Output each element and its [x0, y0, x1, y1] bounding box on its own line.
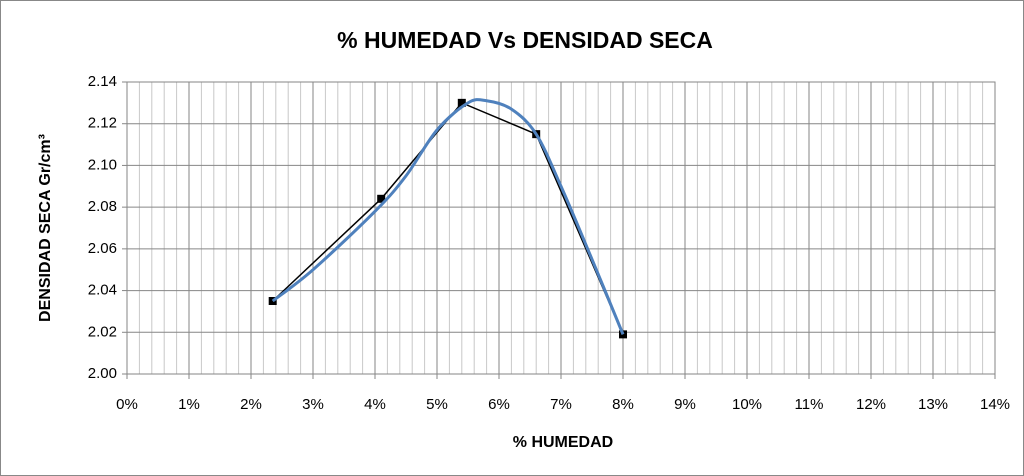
x-tick-label: 7% [550, 396, 572, 413]
chart-title: % HUMEDAD Vs DENSIDAD SECA [337, 27, 713, 53]
x-tick-label: 12% [856, 396, 886, 413]
y-tick-label: 2.00 [88, 365, 117, 382]
x-tick-label: 1% [178, 396, 200, 413]
x-tick-label: 13% [918, 396, 948, 413]
x-tick-label: 14% [980, 396, 1010, 413]
plot-border [126, 81, 996, 375]
x-tick-label: 8% [612, 396, 634, 413]
x-tick-label: 0% [116, 396, 138, 413]
y-tick-label: 2.04 [88, 282, 117, 299]
marker [457, 98, 466, 107]
y-tick-label: 2.08 [88, 198, 117, 215]
x-axis-title: % HUMEDAD [513, 434, 613, 451]
x-tick-label: 11% [795, 396, 824, 413]
series-line [271, 98, 625, 335]
x-tick-label: 6% [488, 396, 510, 413]
x-tick-label: 5% [426, 396, 448, 413]
x-tick-label: 10% [732, 396, 762, 413]
x-tick-label: 2% [240, 396, 262, 413]
y-tick-label: 2.06 [88, 240, 117, 257]
y-axis-title: DENSIDAD SECA Gr/cm³ [37, 134, 54, 322]
x-tick-label: 4% [364, 396, 386, 413]
y-tick-label: 2.14 [88, 73, 117, 90]
x-tick-label: 9% [674, 396, 696, 413]
x-tick-label: 3% [302, 396, 324, 413]
marker [377, 194, 386, 203]
y-tick-label: 2.02 [88, 323, 117, 340]
y-tick-label: 2.12 [88, 115, 117, 132]
y-tick-label: 2.10 [88, 156, 117, 173]
